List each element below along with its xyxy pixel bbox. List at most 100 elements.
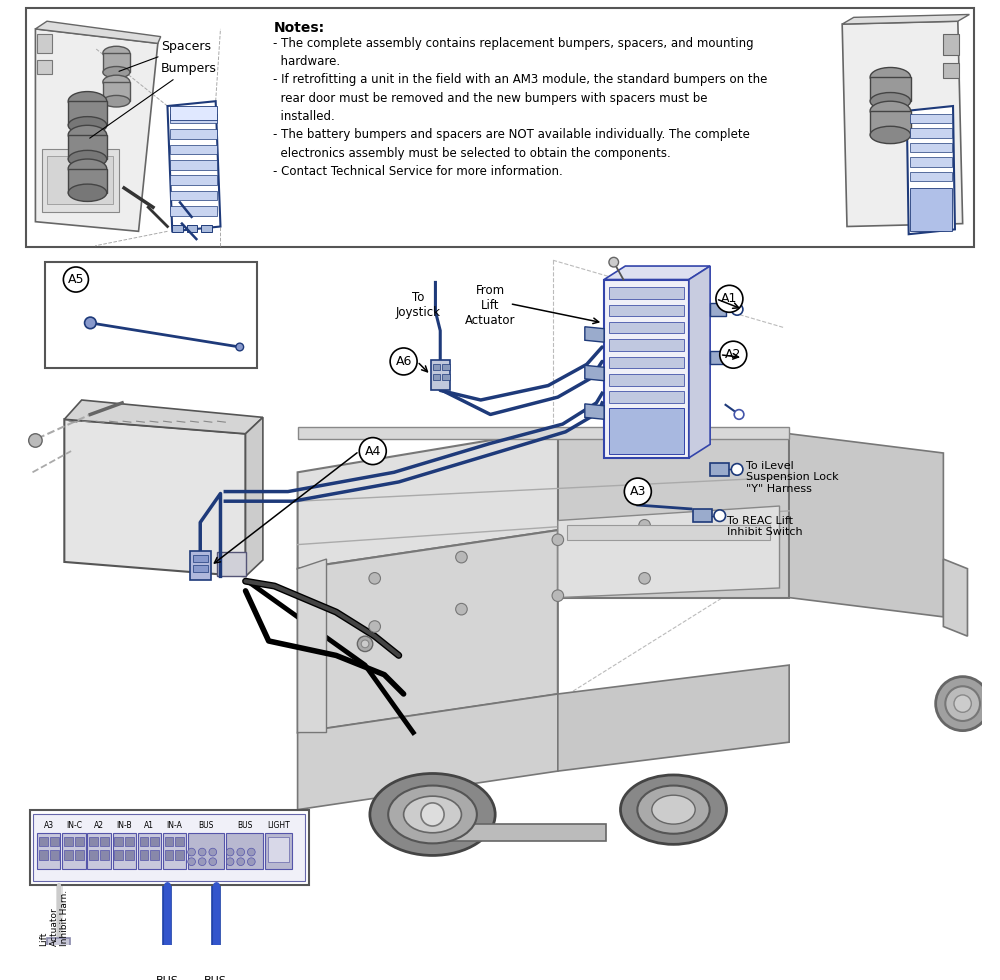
Bar — [433, 824, 606, 842]
Bar — [75, 837, 84, 847]
Bar — [170, 191, 217, 201]
Bar — [140, 837, 148, 847]
Circle shape — [357, 636, 373, 652]
Bar — [870, 77, 911, 101]
Ellipse shape — [870, 68, 911, 87]
Bar — [140, 850, 148, 859]
Bar — [265, 833, 292, 869]
Bar — [910, 114, 952, 123]
Ellipse shape — [68, 150, 107, 168]
Bar — [100, 837, 109, 847]
Bar — [170, 206, 217, 216]
Ellipse shape — [870, 126, 911, 144]
Bar — [710, 351, 726, 365]
Circle shape — [29, 434, 42, 447]
Bar — [37, 833, 60, 869]
Circle shape — [172, 955, 180, 962]
Bar — [47, 938, 70, 956]
Polygon shape — [604, 266, 710, 279]
Ellipse shape — [68, 184, 107, 202]
Bar — [125, 850, 134, 859]
Circle shape — [954, 695, 971, 712]
Bar — [170, 106, 217, 121]
Circle shape — [237, 849, 245, 856]
Ellipse shape — [68, 117, 107, 134]
Bar — [39, 837, 48, 847]
Bar — [114, 850, 123, 859]
Text: To REAC Lift
Inhibit Switch: To REAC Lift Inhibit Switch — [727, 515, 803, 537]
Bar — [202, 948, 229, 968]
Polygon shape — [585, 404, 604, 419]
Circle shape — [212, 955, 220, 962]
Ellipse shape — [388, 786, 477, 844]
Text: IN-B: IN-B — [116, 820, 132, 830]
Bar — [170, 175, 217, 185]
Bar — [442, 365, 450, 370]
Bar — [163, 833, 186, 869]
Bar — [64, 850, 73, 859]
Circle shape — [359, 438, 386, 465]
Ellipse shape — [652, 795, 695, 824]
Bar — [42, 149, 119, 212]
Bar — [943, 63, 959, 78]
Bar — [114, 837, 123, 847]
Bar — [68, 169, 107, 193]
Circle shape — [188, 849, 195, 856]
Bar — [68, 135, 107, 159]
Circle shape — [369, 572, 380, 584]
Bar — [33, 813, 305, 881]
Ellipse shape — [870, 101, 911, 121]
Polygon shape — [842, 22, 963, 226]
Circle shape — [936, 676, 990, 731]
Polygon shape — [585, 326, 604, 342]
Circle shape — [731, 464, 743, 475]
Polygon shape — [217, 553, 246, 576]
Text: A3: A3 — [630, 485, 646, 498]
Bar — [100, 850, 109, 859]
Circle shape — [421, 803, 444, 826]
Bar — [431, 360, 450, 390]
Ellipse shape — [103, 67, 130, 78]
Circle shape — [198, 849, 206, 856]
Polygon shape — [689, 266, 710, 458]
Text: BUS: BUS — [198, 820, 214, 830]
Bar — [193, 556, 208, 562]
Text: From
Lift
Actuator: From Lift Actuator — [465, 284, 516, 327]
Bar — [609, 305, 684, 317]
Circle shape — [609, 258, 619, 267]
Bar — [170, 114, 217, 123]
Text: A1: A1 — [144, 820, 154, 830]
Circle shape — [209, 858, 217, 865]
Circle shape — [734, 410, 744, 419]
Bar — [609, 357, 684, 368]
Bar — [609, 322, 684, 333]
Text: A5: A5 — [68, 273, 84, 286]
Text: A3: A3 — [44, 820, 54, 830]
Bar — [710, 463, 729, 476]
Circle shape — [731, 304, 743, 316]
Ellipse shape — [870, 92, 911, 110]
Text: A2: A2 — [94, 820, 104, 830]
Bar — [567, 525, 770, 540]
Circle shape — [552, 534, 564, 546]
Bar — [170, 160, 217, 170]
Bar — [154, 948, 181, 968]
Bar — [298, 427, 789, 439]
Bar — [175, 837, 184, 847]
Polygon shape — [298, 694, 558, 809]
Circle shape — [624, 478, 651, 505]
Bar — [165, 850, 173, 859]
Ellipse shape — [68, 125, 107, 145]
Bar — [193, 564, 208, 571]
Bar — [47, 156, 113, 205]
Polygon shape — [943, 559, 967, 636]
Bar — [910, 172, 952, 181]
Text: - The battery bumpers and spacers are NOT available individually. The complete: - The battery bumpers and spacers are NO… — [273, 128, 750, 141]
Bar — [50, 837, 59, 847]
Text: A2: A2 — [725, 348, 741, 362]
Circle shape — [85, 318, 96, 328]
Circle shape — [639, 519, 650, 531]
Text: LIGHT: LIGHT — [267, 820, 290, 830]
Circle shape — [155, 955, 163, 962]
Circle shape — [203, 955, 211, 962]
